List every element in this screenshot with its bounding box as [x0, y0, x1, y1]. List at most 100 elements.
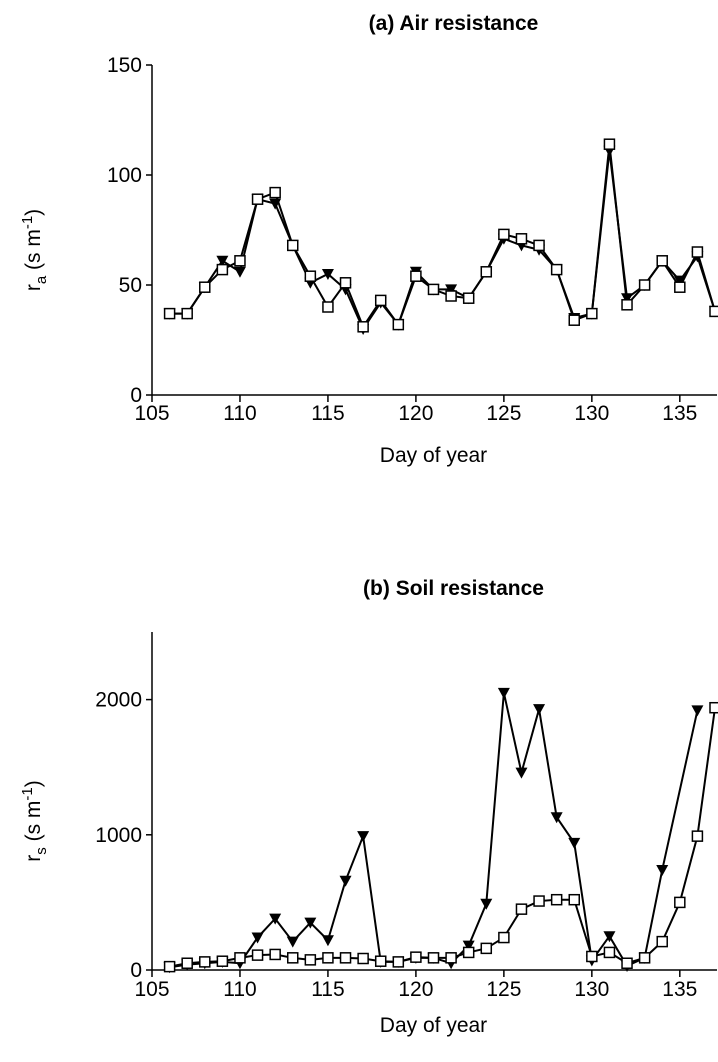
square-marker	[357, 952, 369, 965]
triangle-marker	[445, 284, 458, 296]
triangle-marker	[533, 704, 546, 716]
square-marker	[287, 239, 299, 252]
square-marker	[304, 270, 317, 282]
series-line	[169, 144, 716, 329]
square-marker	[163, 307, 176, 320]
square-marker	[603, 138, 616, 150]
square-marker	[515, 903, 528, 915]
triangle-marker	[304, 917, 317, 929]
y-label-part: -1	[19, 216, 36, 229]
square-marker	[480, 266, 493, 278]
square-marker	[550, 893, 563, 906]
square-marker	[410, 951, 422, 963]
square-marker	[163, 960, 176, 973]
triangle-marker	[603, 931, 616, 943]
square-marker	[304, 954, 317, 966]
square-marker	[181, 307, 193, 320]
x-axis-label: Day of year	[380, 1014, 487, 1037]
y-tick-label: 150	[107, 54, 142, 77]
y-tick-label: 0	[130, 384, 142, 407]
y-tick-label: 50	[119, 274, 142, 297]
square-marker	[251, 193, 264, 205]
square-marker	[462, 292, 475, 304]
square-marker	[374, 294, 387, 307]
y-label-part: r	[22, 284, 45, 291]
triangle-marker	[691, 705, 704, 717]
triangle-marker	[339, 875, 352, 887]
square-marker	[374, 955, 387, 967]
triangle-marker	[568, 837, 581, 849]
square-marker	[269, 948, 281, 961]
square-marker	[234, 952, 246, 964]
square-marker	[480, 942, 493, 955]
x-tick-label: 130	[574, 978, 609, 1001]
square-marker	[515, 233, 528, 245]
square-marker	[339, 952, 352, 964]
x-tick-label: 135	[662, 402, 697, 425]
triangle-marker	[321, 269, 334, 280]
y-label-part: a	[33, 275, 50, 284]
y-label-part: (s m	[22, 229, 45, 276]
series-line	[169, 692, 699, 969]
y-label-part: )	[22, 209, 45, 216]
square-marker	[234, 255, 246, 267]
square-marker	[287, 952, 299, 964]
square-marker	[462, 946, 475, 959]
triangle-marker	[462, 940, 475, 952]
square-marker	[656, 255, 668, 267]
square-marker	[656, 935, 668, 948]
triangle-marker	[321, 935, 334, 947]
square-marker	[621, 957, 633, 969]
square-marker	[357, 321, 369, 333]
triangle-marker	[269, 913, 282, 925]
square-marker	[322, 301, 334, 313]
square-marker	[410, 270, 422, 282]
square-marker	[199, 956, 211, 968]
chart-title: (b) Soil resistance	[363, 577, 544, 600]
triangle-marker	[656, 864, 669, 876]
square-marker	[251, 949, 264, 961]
square-marker	[691, 830, 704, 842]
x-tick-label: 120	[398, 978, 433, 1001]
chart-title: (a) Air resistance	[369, 12, 539, 35]
triangle-marker	[251, 932, 264, 944]
y-axis-label: ra (s m-1)	[19, 209, 50, 291]
triangle-marker	[286, 936, 299, 948]
triangle-marker	[269, 198, 282, 210]
triangle-marker	[216, 255, 229, 267]
triangle-marker	[357, 831, 370, 843]
square-marker	[603, 946, 616, 959]
square-marker	[568, 314, 580, 326]
triangle-marker	[480, 898, 493, 910]
square-marker	[392, 956, 405, 968]
square-marker	[691, 246, 704, 258]
y-axis-label: rs (s m-1)	[19, 780, 50, 862]
triangle-marker	[673, 275, 686, 287]
triangle-marker	[550, 812, 563, 824]
y-label-part: r	[22, 855, 45, 862]
square-marker	[181, 957, 193, 969]
triangle-marker	[497, 687, 510, 699]
y-label-part: s	[33, 847, 50, 855]
square-marker	[427, 952, 440, 964]
square-marker	[709, 305, 718, 318]
square-marker	[427, 283, 440, 296]
triangle-marker	[233, 266, 246, 278]
square-marker	[269, 186, 281, 199]
x-tick-label: 105	[134, 978, 169, 1001]
x-tick-label: 130	[574, 402, 609, 425]
y-tick-label: 100	[107, 164, 142, 187]
square-marker	[638, 952, 651, 964]
triangle-marker	[515, 767, 528, 779]
square-marker	[709, 701, 718, 714]
y-label-part: (s m	[22, 801, 45, 848]
square-marker	[445, 952, 457, 964]
x-tick-label: 115	[311, 978, 344, 1001]
square-marker	[568, 893, 580, 906]
square-marker	[322, 952, 334, 964]
x-tick-label: 115	[311, 402, 344, 425]
square-marker	[339, 277, 352, 289]
x-tick-label: 120	[398, 402, 433, 425]
x-tick-label: 135	[662, 978, 697, 1001]
